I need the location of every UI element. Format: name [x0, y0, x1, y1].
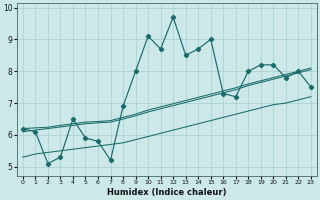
- X-axis label: Humidex (Indice chaleur): Humidex (Indice chaleur): [107, 188, 227, 197]
